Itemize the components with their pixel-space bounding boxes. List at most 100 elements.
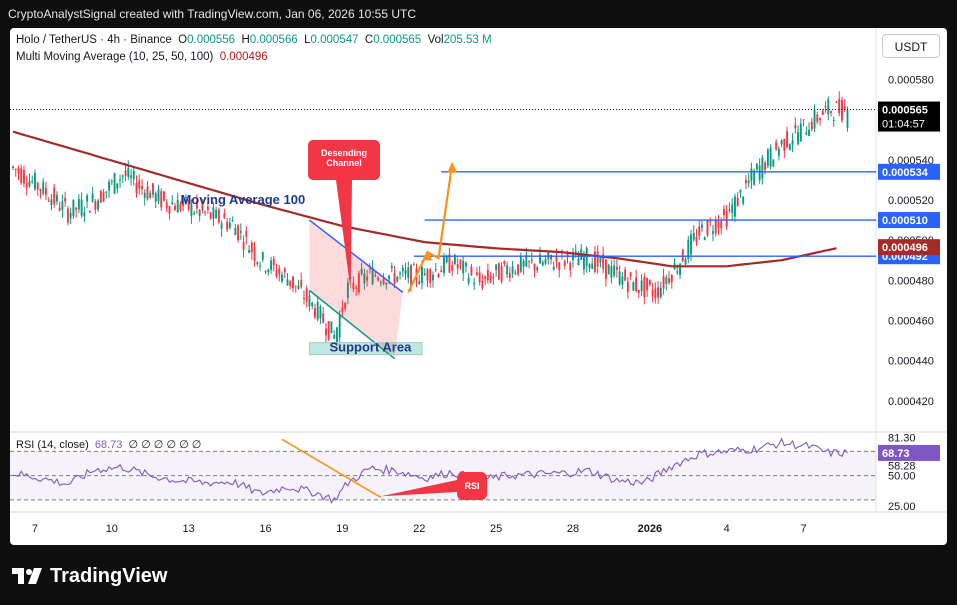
candle-body <box>522 260 525 267</box>
time-axis-tick-label: 10 <box>106 523 118 535</box>
candle-body <box>583 256 585 270</box>
candle-body <box>17 167 20 174</box>
candle-body <box>256 262 259 264</box>
candle-body <box>130 175 132 178</box>
candle-body <box>558 262 561 271</box>
rsi-axis-tick-label: 81.30 <box>888 433 916 445</box>
candle-body <box>794 124 797 129</box>
currency-button[interactable]: USDT <box>882 34 940 58</box>
candle-body <box>690 234 692 255</box>
candle-body <box>121 175 124 177</box>
candle-body <box>599 257 602 263</box>
candle-body <box>541 262 544 266</box>
candle-body <box>679 263 681 275</box>
candle-body <box>300 280 303 287</box>
candle-body <box>819 117 821 121</box>
candle-body <box>105 191 108 193</box>
candle-body <box>843 106 846 110</box>
candle-body <box>237 225 240 241</box>
ma-indicator-label[interactable]: Multi Moving Average (10, 25, 50, 100) <box>16 51 214 63</box>
candle-body <box>259 265 261 267</box>
candle-body <box>176 199 179 213</box>
candle-body <box>610 266 613 278</box>
candle-body <box>775 142 778 150</box>
candle-body <box>421 266 423 284</box>
open-value: 0.000556 <box>187 34 236 46</box>
candle-body <box>242 242 245 250</box>
candle-body <box>344 303 347 309</box>
rsi-placeholder-values: ∅ ∅ ∅ ∅ ∅ ∅ <box>128 439 202 451</box>
candle-body <box>602 254 605 269</box>
candle-body <box>497 263 500 280</box>
candle-body <box>731 204 734 213</box>
volume-label: Vol <box>427 34 444 46</box>
candle-body <box>275 270 278 277</box>
rsi-indicator-value: 68.73 <box>94 439 123 451</box>
candle-body <box>308 295 311 307</box>
candle-body <box>692 232 695 240</box>
chart-frame[interactable]: 0.0005800.0005400.0005200.0005000.000480… <box>10 28 947 545</box>
price-axis-tick-label: 0.000540 <box>888 155 934 167</box>
candle-body <box>739 189 742 193</box>
candle-body <box>808 129 810 136</box>
candle-body <box>44 188 47 195</box>
candle-body <box>253 247 256 261</box>
candle-body <box>552 266 555 270</box>
candle-body <box>681 249 684 261</box>
candle-body <box>53 187 56 204</box>
candle-body <box>314 308 316 318</box>
time-axis-tick-label: 22 <box>413 523 425 535</box>
chart-legend: Holo / TetherUS · 4h · Binance O0.000556… <box>16 32 492 66</box>
rsi-indicator-label[interactable]: RSI (14, close) <box>16 439 89 451</box>
candle-body <box>662 276 665 289</box>
candle-body <box>239 231 242 233</box>
candle-body <box>755 163 758 170</box>
level-badge-box <box>878 163 940 180</box>
level-badge-label: 0.000492 <box>882 251 928 263</box>
candle-body <box>640 280 643 292</box>
candle-body <box>464 262 467 267</box>
candle-body <box>91 193 94 202</box>
candle-body <box>324 328 327 336</box>
candle-body <box>769 147 772 167</box>
candle-body <box>228 222 231 228</box>
candle-body <box>618 271 621 285</box>
candle-body <box>146 186 149 200</box>
tradingview-logo: TradingView <box>12 560 167 592</box>
candle-body <box>813 110 816 129</box>
candle-body <box>187 200 190 210</box>
candle-body <box>379 282 382 284</box>
high-label: H <box>241 34 250 46</box>
candle-body <box>475 272 478 276</box>
candle-body <box>248 249 251 253</box>
candle-body <box>816 114 819 122</box>
candle-body <box>193 213 196 215</box>
candle-body <box>149 192 152 199</box>
candle-body <box>223 213 226 219</box>
candle-body <box>632 282 635 291</box>
candle-body <box>703 237 706 240</box>
candle-body <box>141 185 143 190</box>
candle-body <box>453 254 456 264</box>
candle-body <box>528 260 531 262</box>
candle-body <box>830 111 832 113</box>
time-axis-tick-label: 7 <box>32 523 38 535</box>
price-chart[interactable]: 0.0005800.0005400.0005200.0005000.000480… <box>10 28 947 545</box>
candle-body <box>503 261 506 265</box>
candle-body <box>670 275 673 283</box>
candle-body <box>701 224 703 228</box>
candle-body <box>563 261 566 266</box>
rsi-value-badge-label: 68.73 <box>882 448 910 460</box>
candle-countdown-label: 01:04:57 <box>882 119 925 131</box>
symbol-label[interactable]: Holo / TetherUS · 4h · Binance <box>16 34 172 46</box>
candle-body <box>544 259 547 264</box>
candle-body <box>327 321 330 340</box>
rsi-axis-tick-label: 50.00 <box>888 471 916 483</box>
candle-body <box>319 306 322 319</box>
candle-body <box>423 273 426 276</box>
candle-body <box>706 220 709 236</box>
candle-body <box>684 259 687 265</box>
channel-callout-box <box>308 140 380 180</box>
candle-body <box>459 259 462 265</box>
candle-body <box>226 221 229 230</box>
